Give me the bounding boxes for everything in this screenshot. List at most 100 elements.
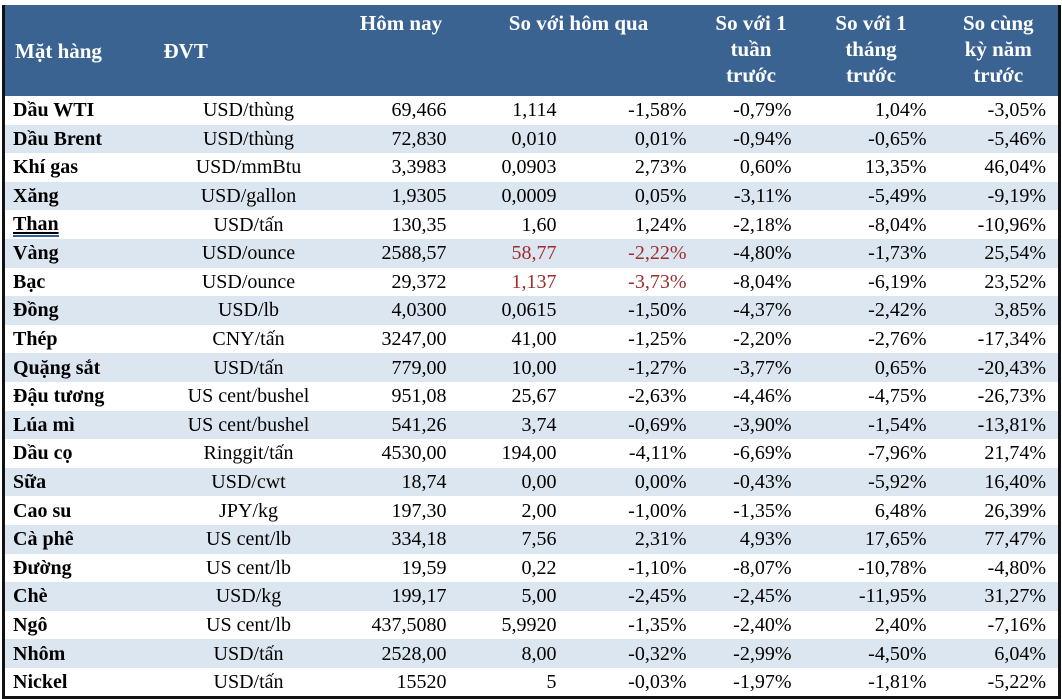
- change-pct-value: 0,01%: [634, 127, 687, 150]
- year-pct-cell: -13,81%: [938, 410, 1060, 440]
- today-price-cell: 2528,00: [343, 639, 459, 668]
- today-price-cell: 4530,00: [381, 442, 447, 465]
- header-today: Hôm nay: [343, 5, 459, 96]
- today-price-cell: 199,17: [343, 582, 459, 611]
- change-pct-cell: 2,73%: [569, 153, 699, 182]
- unit-cell: USD/tấn: [153, 353, 344, 382]
- month-pct-cell: -5,92%: [803, 467, 939, 497]
- month-pct-cell: 2,40%: [874, 613, 927, 636]
- change-cell: 5,00: [458, 582, 569, 611]
- change-pct-cell: -1,35%: [569, 611, 699, 640]
- year-pct-cell: 3,85%: [938, 296, 1060, 325]
- commodity-name-cell: Thép: [4, 325, 154, 354]
- commodity-name: Thép: [13, 328, 58, 351]
- year-pct-cell: -3,05%: [987, 99, 1046, 122]
- week-pct-cell: -4,37%: [698, 296, 804, 325]
- year-pct-cell: 21,74%: [984, 442, 1046, 465]
- table-row: Đường US cent/lb 19,59 0,22 -1,10% -8,07…: [4, 554, 1060, 583]
- change-value: 0,0009: [501, 185, 557, 208]
- month-pct-cell: -8,04%: [868, 213, 927, 236]
- week-pct-cell: -1,97%: [733, 671, 792, 694]
- table-row: Xăng USD/gallon 1,9305 0,0009 0,05% -3,1…: [3, 181, 1060, 211]
- change-value: 5,00: [521, 585, 557, 608]
- commodity-name-cell: Dầu Brent: [3, 124, 154, 154]
- today-price-cell: 4,0300: [343, 296, 459, 325]
- commodity-name: Khí gas: [13, 156, 79, 179]
- month-pct-cell: 0,65%: [803, 353, 939, 382]
- month-pct-cell: -2,76%: [868, 328, 927, 351]
- month-pct-cell: 6,48%: [874, 499, 927, 522]
- table-row: Than USD/tấn 130,35 1,60 1,24% -2,18% -8…: [4, 210, 1060, 239]
- change-pct-cell: -1,10%: [569, 554, 699, 583]
- change-pct-cell: 0,00%: [568, 467, 699, 497]
- change-pct-cell: -0,32%: [568, 639, 699, 668]
- change-pct-value: 2,31%: [634, 528, 687, 551]
- unit-cell: USD/kg: [153, 582, 344, 611]
- month-pct-cell: 17,65%: [803, 524, 939, 554]
- week-pct-cell: 0,60%: [739, 156, 792, 179]
- change-cell: 0,0615: [458, 296, 569, 325]
- year-pct-cell: -7,16%: [987, 613, 1046, 636]
- change-cell: 8,00: [458, 639, 569, 668]
- today-price-cell: 779,00: [343, 353, 459, 382]
- change-cell: 0,0903: [459, 153, 569, 182]
- change-value: 0,22: [521, 556, 557, 579]
- commodity-name: Nhôm: [13, 642, 66, 665]
- change-cell: 1,114: [459, 96, 569, 125]
- change-value: 58,77: [511, 242, 557, 265]
- change-value: 1,114: [512, 99, 557, 122]
- table-row: Dầu Brent USD/thùng 72,830 0,010 0,01% -…: [3, 124, 1060, 154]
- month-pct-cell: -0,65%: [803, 124, 939, 154]
- table-row: Nhôm USD/tấn 2528,00 8,00 -0,32% -2,99% …: [3, 639, 1060, 668]
- today-price-cell: 437,5080: [371, 613, 447, 636]
- commodity-name: Than: [13, 212, 59, 237]
- unit-cell: US cent/bushel: [153, 410, 344, 440]
- table-row: Thép CNY/tấn 3247,00 41,00 -1,25% -2,20%…: [4, 325, 1060, 354]
- change-pct-cell: 0,05%: [568, 181, 699, 211]
- today-price-cell: 3,3983: [391, 156, 447, 179]
- change-pct-cell: 2,31%: [568, 524, 699, 554]
- change-pct-value: -4,11%: [628, 442, 687, 465]
- change-pct-cell: -2,22%: [568, 238, 699, 268]
- table-row: Dầu cọ Ringgit/tấn 4530,00 194,00 -4,11%…: [4, 439, 1060, 468]
- week-pct-cell: -3,77%: [698, 353, 804, 382]
- month-pct-cell: 1,04%: [874, 99, 927, 122]
- unit-cell: USD/thùng: [153, 124, 344, 154]
- month-pct-cell: -11,95%: [803, 582, 939, 611]
- change-value: 0,0903: [501, 156, 557, 179]
- commodity-name-cell: Lúa mì: [3, 410, 154, 440]
- week-pct-cell: -8,07%: [733, 556, 792, 579]
- change-pct-value: 0,00%: [634, 471, 687, 494]
- week-pct-cell: -8,04%: [733, 270, 792, 293]
- week-pct-cell: -4,80%: [698, 238, 804, 268]
- change-value: 0,0615: [501, 299, 557, 322]
- change-cell: 0,00: [458, 467, 569, 497]
- change-pct-cell: -0,03%: [569, 668, 699, 698]
- commodity-name-cell: Đồng: [3, 296, 154, 325]
- change-value: 25,67: [511, 385, 557, 408]
- unit-cell: CNY/tấn: [212, 328, 285, 351]
- table-row: Lúa mì US cent/bushel 541,26 3,74 -0,69%…: [3, 410, 1060, 440]
- week-pct-cell: -6,69%: [733, 442, 792, 465]
- commodity-name: Đậu tương: [13, 385, 105, 408]
- change-value: 7,56: [521, 528, 557, 551]
- unit-cell: JPY/kg: [219, 499, 278, 522]
- month-pct-cell: -7,96%: [868, 442, 927, 465]
- commodity-name-cell: Ngô: [4, 611, 154, 640]
- change-pct-cell: -1,50%: [568, 296, 699, 325]
- table-row: Khí gas USD/mmBtu 3,3983 0,0903 2,73% 0,…: [4, 153, 1060, 182]
- unit-cell: USD/thùng: [202, 99, 295, 122]
- change-cell: 25,67: [459, 382, 569, 411]
- commodity-name: Bạc: [13, 270, 46, 293]
- header-vs-month: So với 1 tháng trước: [803, 5, 939, 96]
- change-pct-value: -2,22%: [628, 242, 687, 265]
- change-value: 10,00: [511, 356, 557, 379]
- change-pct-value: -3,73%: [628, 270, 687, 293]
- commodity-name-cell: Vàng: [3, 238, 154, 268]
- week-pct-cell: -0,79%: [733, 99, 792, 122]
- commodity-name-cell: Dầu WTI: [4, 96, 154, 125]
- change-pct-value: -1,00%: [628, 499, 687, 522]
- year-pct-cell: 16,40%: [938, 467, 1060, 497]
- year-pct-cell: 77,47%: [938, 524, 1060, 554]
- commodity-name-cell: Than: [4, 210, 154, 239]
